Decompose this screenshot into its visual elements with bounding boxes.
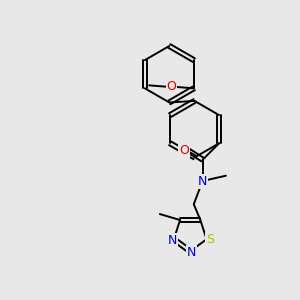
Text: N: N: [187, 246, 196, 259]
Text: S: S: [206, 233, 214, 246]
Text: N: N: [168, 234, 177, 247]
Text: O: O: [167, 80, 176, 93]
Text: N: N: [198, 175, 207, 188]
Text: O: O: [179, 144, 189, 157]
